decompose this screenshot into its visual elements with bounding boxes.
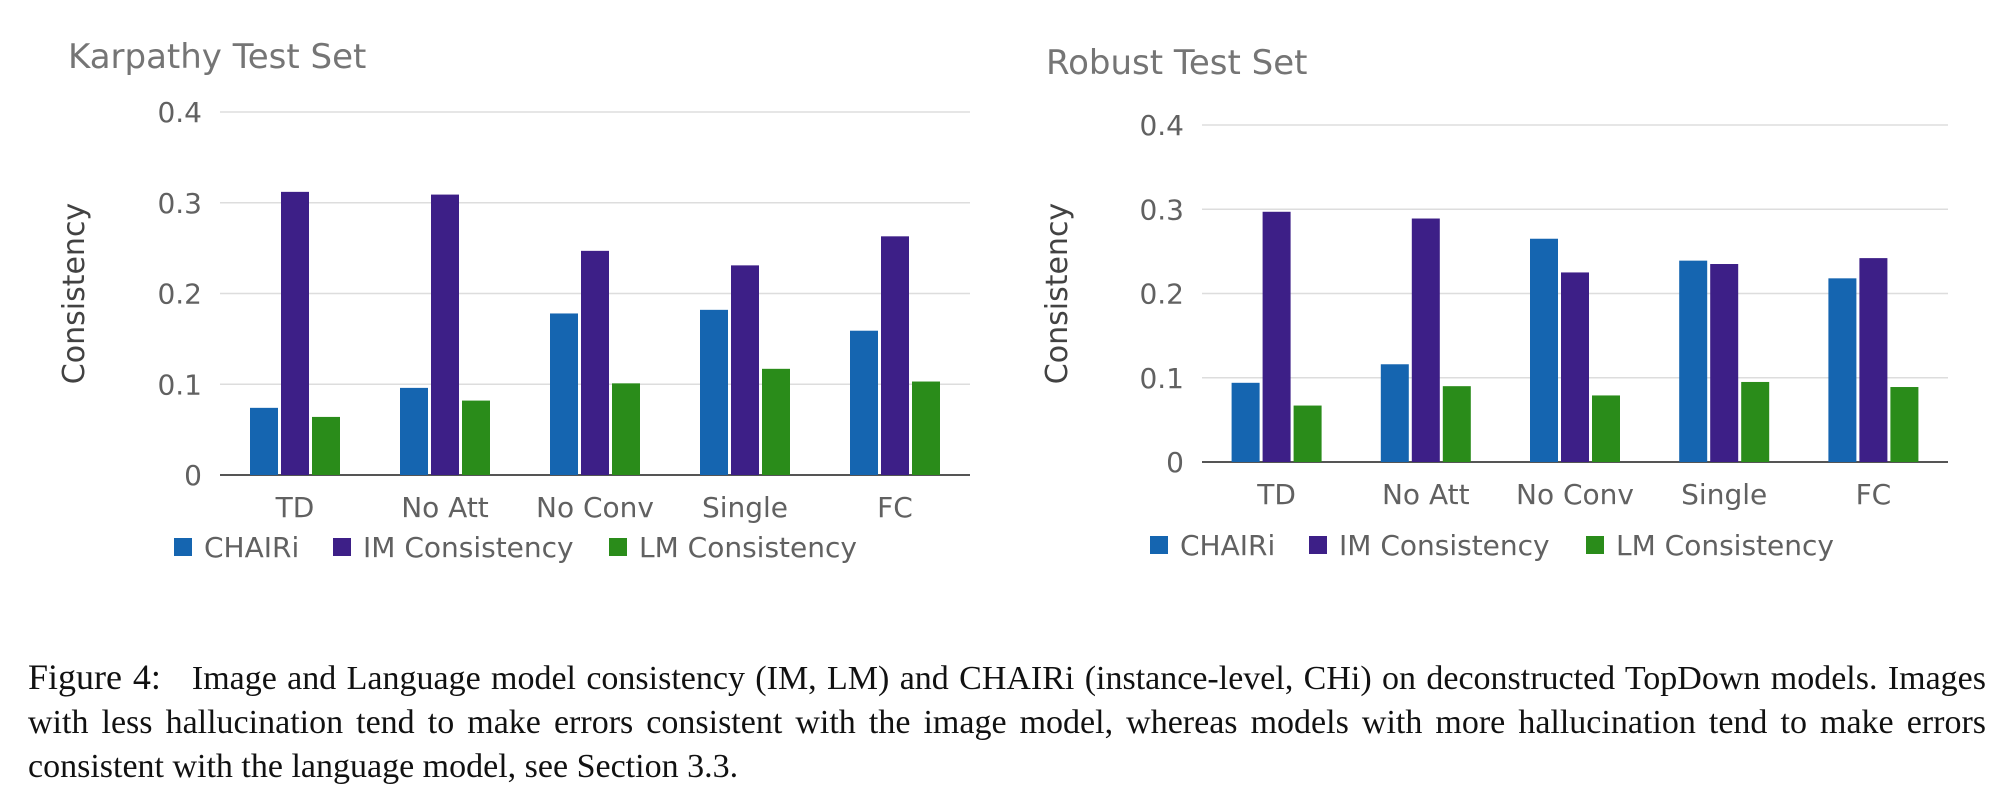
bar-im-consistency-no-att [1411, 218, 1440, 462]
x-tick-label: No Att [401, 491, 489, 524]
chart-title-1: Robust Test Set [1046, 43, 1307, 83]
bar-im-consistency-no-conv [1561, 272, 1589, 462]
bar-chairi-no-att [400, 387, 428, 475]
bar-chairi-fc [1828, 278, 1857, 462]
y-tick-label: 0.4 [157, 96, 202, 129]
figure-label: Figure 4: [28, 657, 161, 697]
legend-swatch [609, 538, 627, 556]
legend-swatch [1309, 536, 1327, 554]
bar-im-consistency-no-att [431, 194, 459, 475]
bar-chairi-no-conv [550, 313, 578, 475]
bar-lm-consistency-no-att [462, 400, 490, 475]
bar-lm-consistency-no-conv [612, 383, 640, 475]
bar-lm-consistency-single [762, 368, 790, 475]
y-tick-label: 0.2 [1139, 278, 1184, 311]
bar-lm-consistency-no-conv [1592, 395, 1620, 462]
y-axis-label-1: Consistency [1040, 203, 1075, 384]
y-tick-label: 0.3 [157, 187, 202, 220]
bar-im-consistency-single [731, 265, 759, 475]
legend-swatch [1150, 536, 1168, 554]
legend-swatch [333, 538, 351, 556]
bar-chairi-single [1679, 260, 1708, 462]
legend-label: CHAIRi [1180, 529, 1275, 562]
bar-im-consistency-td [1262, 211, 1291, 462]
legend-swatch [1586, 536, 1604, 554]
bar-lm-consistency-fc [1890, 387, 1919, 462]
y-tick-label: 0.2 [157, 278, 202, 311]
x-tick-label: TD [1256, 478, 1296, 511]
figure-caption-text: Image and Language model consistency (IM… [28, 660, 1986, 785]
chart-title-0: Karpathy Test Set [68, 37, 366, 77]
bar-im-consistency-fc [1859, 258, 1888, 462]
y-tick-label: 0 [1166, 446, 1184, 479]
figure-caption: Figure 4: Image and Language model consi… [28, 655, 1986, 789]
bar-lm-consistency-no-att [1442, 386, 1471, 462]
bar-chairi-fc [850, 330, 878, 475]
bar-chairi-no-conv [1530, 238, 1558, 462]
bar-im-consistency-fc [881, 236, 909, 475]
bar-chairi-td [1231, 382, 1260, 462]
bar-lm-consistency-fc [912, 381, 940, 475]
charts-figure: Karpathy Test Set Consistency 0 0.1 0.2 0.3 0.… [57, 37, 1948, 564]
y-axis-label-0: Consistency [57, 203, 92, 384]
x-tick-label: FC [1856, 478, 1892, 511]
legend-swatch [174, 538, 192, 556]
bar-chairi-td [250, 407, 278, 475]
x-tick-label: TD [275, 491, 315, 524]
bar-chairi-single [700, 309, 728, 475]
bar-lm-consistency-td [1293, 405, 1322, 462]
y-tick-label: 0.1 [1139, 362, 1184, 395]
x-tick-label: Single [702, 491, 788, 524]
y-tick-label: 0.3 [1139, 193, 1184, 226]
legend-label: IM Consistency [363, 531, 574, 564]
x-tick-label: Single [1681, 478, 1767, 511]
x-tick-label: FC [877, 491, 913, 524]
bar-im-consistency-single [1710, 264, 1739, 462]
x-tick-label: No Conv [536, 491, 654, 524]
legend-label: IM Consistency [1339, 529, 1550, 562]
bar-chairi-no-att [1380, 364, 1409, 462]
y-tick-label: 0 [184, 459, 202, 492]
bar-im-consistency-no-conv [581, 250, 609, 475]
legend-label: CHAIRi [204, 531, 299, 564]
y-tick-label: 0.1 [157, 368, 202, 401]
bar-im-consistency-td [281, 191, 309, 476]
y-tick-label: 0.4 [1139, 109, 1184, 142]
bar-lm-consistency-single [1741, 381, 1770, 462]
legend-label: LM Consistency [1616, 529, 1834, 562]
x-tick-label: No Att [1382, 478, 1470, 511]
bar-lm-consistency-td [312, 416, 340, 475]
legend-label: LM Consistency [639, 531, 857, 564]
x-tick-label: No Conv [1516, 478, 1634, 511]
